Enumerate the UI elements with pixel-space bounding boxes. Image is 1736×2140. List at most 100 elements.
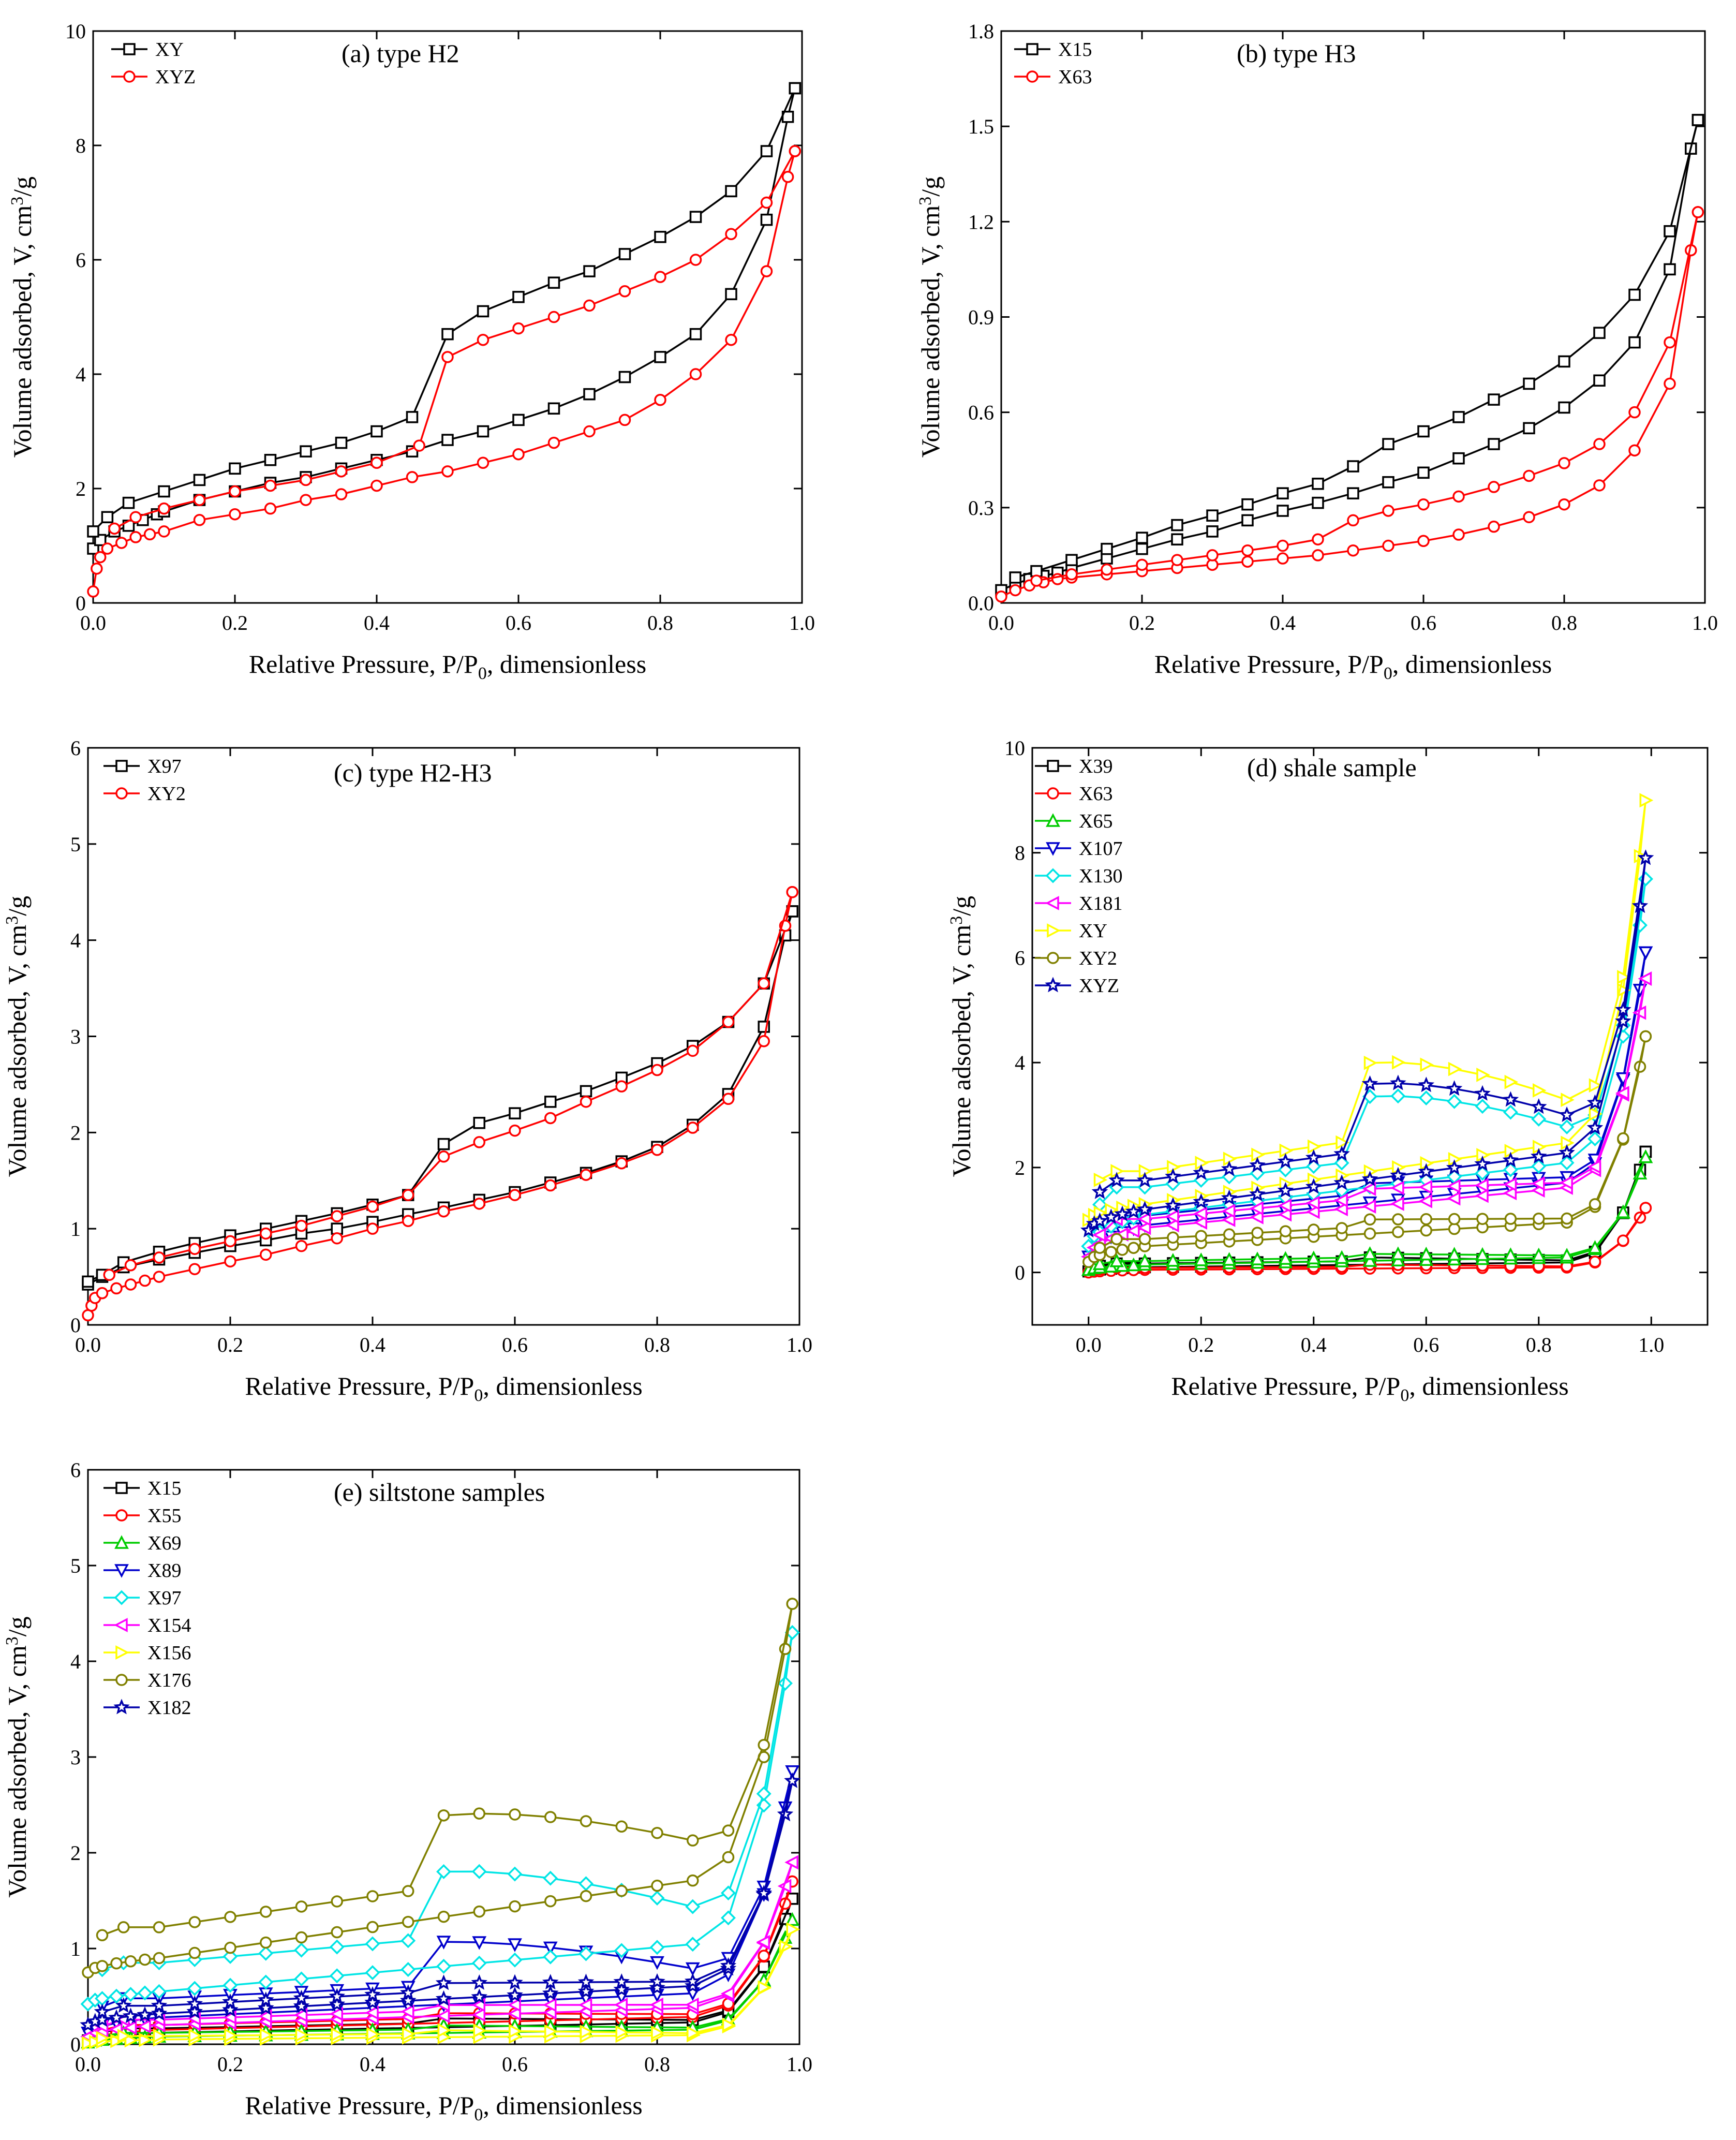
desorption-point	[1446, 1080, 1463, 1096]
desorption-point	[400, 1933, 416, 1949]
desorption-point	[129, 511, 142, 523]
x-tick-label: 0.0	[80, 611, 106, 634]
desorption-point	[722, 2017, 736, 2032]
legend-label: X181	[1079, 893, 1122, 914]
desorption-point	[755, 1884, 773, 1900]
desorption-point	[1136, 1172, 1153, 1188]
desorption-point	[295, 1219, 308, 1232]
y-tick-label: 8	[76, 134, 86, 157]
adsorption-point	[137, 2006, 153, 2022]
desorption-point	[435, 1974, 452, 1990]
y-tick-label: 1.8	[968, 20, 994, 43]
adsorption-point	[577, 1983, 595, 1999]
legend-marker	[113, 1699, 130, 1715]
adsorption-point	[1523, 422, 1535, 435]
desorption-point	[402, 2027, 416, 2042]
x-tick-label: 0.4	[360, 1333, 385, 1356]
desorption-point	[687, 1044, 699, 1057]
desorption-point	[1138, 1233, 1151, 1246]
adsorption-point	[1589, 1106, 1603, 1121]
adsorption-point	[108, 2009, 125, 2025]
desorption-point	[786, 1598, 798, 1610]
desorption-point	[786, 1922, 800, 1937]
desorption-point	[82, 1275, 94, 1288]
adsorption-point	[1502, 1152, 1519, 1168]
desorption-point	[1448, 1061, 1462, 1076]
desorption-point	[1194, 1252, 1209, 1266]
panel-title: (c) type H2-H3	[334, 758, 492, 787]
desorption-point	[758, 1950, 770, 1962]
desorption-point	[1241, 544, 1254, 557]
adsorption-point	[1664, 263, 1676, 276]
desorption-point	[1475, 1247, 1490, 1261]
desorption-point	[758, 1980, 772, 1995]
desorption-point	[1065, 568, 1078, 581]
desorption-point	[1250, 1201, 1264, 1216]
desorption-point	[756, 1786, 771, 1802]
adsorption-point	[1362, 1253, 1377, 1267]
adsorption-point	[1305, 1204, 1320, 1219]
desorption-point	[437, 2023, 452, 2038]
desorption-point	[406, 411, 419, 423]
adsorption-point	[1009, 584, 1021, 597]
adsorption-point	[1241, 555, 1254, 568]
desorption-point	[1593, 438, 1606, 450]
adsorption-point	[139, 1953, 151, 1966]
desorption-point	[117, 1921, 130, 1934]
adsorption-point	[1193, 1193, 1210, 1209]
legend-marker	[114, 1535, 129, 1549]
desorption-point	[1593, 327, 1606, 339]
x-tick-label: 1.0	[787, 1333, 812, 1356]
desorption-point	[1530, 1098, 1547, 1114]
desorption-point	[651, 1826, 663, 1839]
legend-marker	[115, 1674, 128, 1686]
adsorption-point	[402, 1215, 414, 1228]
adsorption-point	[1347, 487, 1359, 499]
desorption-point	[544, 1811, 557, 1823]
desorption-point	[370, 456, 383, 469]
adsorption-point	[260, 1936, 272, 1949]
legend-label: X63	[1058, 66, 1092, 88]
adsorption-point	[995, 590, 1007, 603]
adsorption-point	[229, 508, 241, 521]
adsorption-point	[260, 1248, 272, 1261]
adsorption-point	[1664, 377, 1676, 390]
adsorption-point	[222, 1977, 238, 1993]
adsorption-point	[651, 1144, 663, 1156]
adsorption-point	[122, 2008, 139, 2024]
legend-marker	[1046, 813, 1060, 827]
adsorption-point	[82, 2036, 96, 2051]
desorption-point	[578, 1998, 592, 2012]
x-tick-label: 0.2	[1188, 1333, 1214, 1356]
desorption-point	[260, 1227, 272, 1240]
desorption-point	[507, 1866, 523, 1882]
adsorption-point	[1136, 1201, 1153, 1217]
desorption-point	[615, 1080, 628, 1093]
desorption-point	[1278, 1162, 1293, 1177]
desorption-point	[1452, 490, 1465, 503]
desorption-point	[1101, 542, 1113, 555]
x-tick-label: 0.4	[360, 2053, 385, 2076]
y-tick-label: 0.9	[968, 306, 994, 329]
desorption-point	[1531, 1247, 1546, 1262]
adsorption-point	[1420, 1224, 1432, 1237]
adsorption-point	[1417, 466, 1430, 479]
desorption-point	[1136, 532, 1148, 544]
desorption-point	[1334, 1193, 1348, 1208]
desorption-point	[365, 2005, 379, 2020]
desorption-point	[1561, 1212, 1573, 1225]
adsorption-point	[139, 1274, 151, 1287]
desorption-point	[399, 1984, 417, 2000]
adsorption-point	[685, 1937, 701, 1952]
desorption-point	[1065, 554, 1078, 566]
adsorption-point	[295, 1239, 308, 1252]
desorption-point	[1615, 1086, 1629, 1100]
adsorption-point	[91, 562, 103, 575]
desorption-point	[1390, 1180, 1404, 1196]
desorption-point	[1417, 498, 1430, 511]
desorption-point	[402, 1885, 414, 1897]
adsorption-point	[654, 351, 666, 363]
desorption-point	[441, 328, 454, 341]
adsorption-point	[544, 1179, 557, 1192]
desorption-point	[1093, 1172, 1108, 1187]
